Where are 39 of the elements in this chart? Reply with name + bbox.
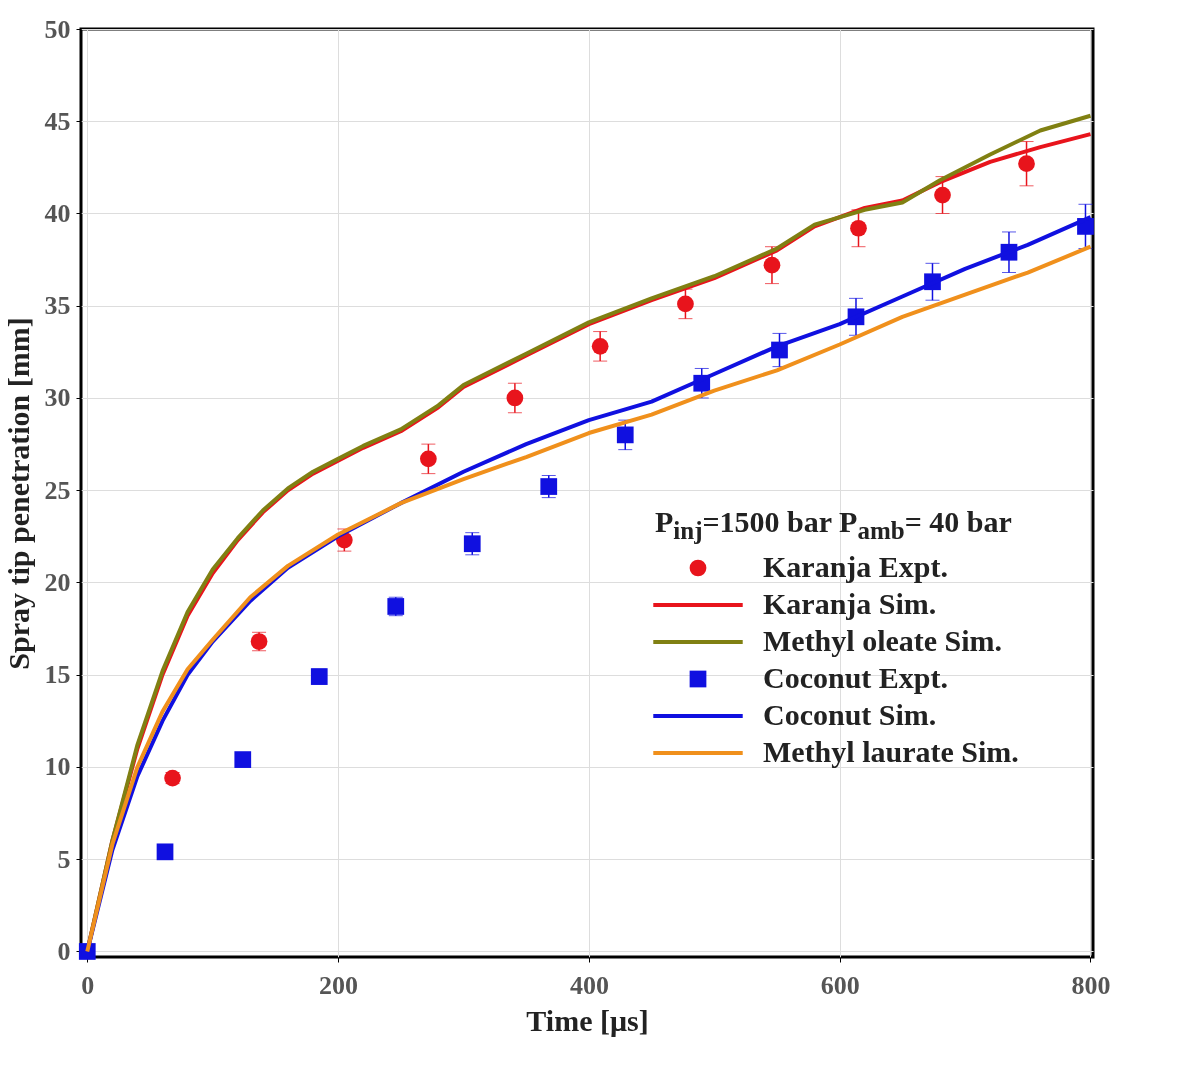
point <box>420 450 437 468</box>
legend-label: Coconut Expt. <box>763 661 949 694</box>
point <box>850 219 867 237</box>
point <box>234 751 252 768</box>
point <box>934 186 951 204</box>
point <box>463 535 481 553</box>
point <box>677 295 694 313</box>
y-tick-label: 30 <box>44 383 71 413</box>
y-tick-label: 20 <box>44 567 71 597</box>
x-tick-label: 200 <box>319 970 359 1000</box>
y-tick-label: 15 <box>44 660 71 690</box>
y-axis-title: Spray tip penetration [mm] <box>1 317 35 670</box>
x-axis-title: Time [μs] <box>526 1003 649 1037</box>
x-tick-label: 0 <box>81 970 95 1000</box>
x-tick-label: 800 <box>1071 970 1111 1000</box>
point <box>506 389 524 407</box>
y-tick-label: 10 <box>44 752 71 782</box>
y-tick-label: 5 <box>57 844 71 874</box>
x-tick-label: 400 <box>569 970 609 1000</box>
legend-label: Methyl laurate Sim. <box>763 735 1019 768</box>
y-tick-label: 50 <box>44 14 71 44</box>
legend-label: Coconut Sim. <box>763 698 937 731</box>
y-tick-label: 35 <box>44 291 71 321</box>
legend-title: P$_{inj}$=1500 bar P$_{amb}$= 40 bar <box>655 505 1012 545</box>
point <box>156 843 174 861</box>
point <box>310 668 328 685</box>
y-tick-label: 25 <box>44 475 71 505</box>
legend-label: Karanja Sim. <box>763 587 937 620</box>
point <box>591 337 609 355</box>
point <box>1018 155 1035 173</box>
x-tick-label: 600 <box>820 970 860 1000</box>
point <box>763 256 781 274</box>
legend-label: Methyl oleate Sim. <box>763 624 1003 657</box>
y-tick-label: 40 <box>44 198 71 228</box>
point <box>616 426 634 444</box>
point <box>540 478 558 495</box>
legend-label: Karanja Expt. <box>763 550 949 583</box>
y-tick-label: 0 <box>57 936 71 966</box>
y-tick-label: 45 <box>44 106 71 136</box>
